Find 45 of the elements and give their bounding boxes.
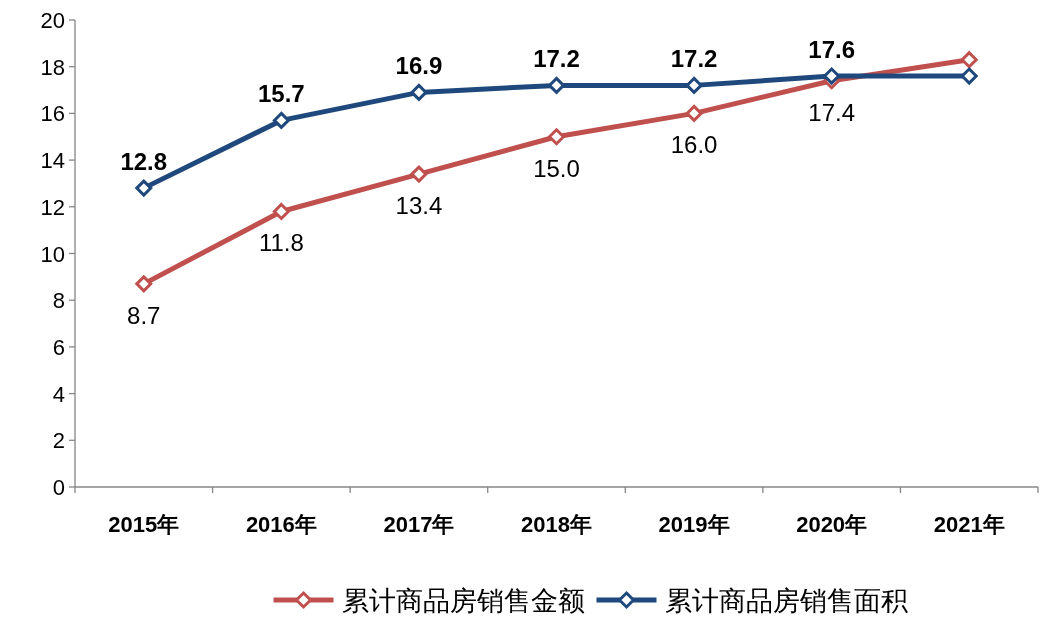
x-tick-label: 2018年 [521, 512, 592, 537]
y-tick-label: 18 [40, 54, 65, 80]
x-tick-label: 2021年 [933, 512, 1005, 537]
point [135, 179, 153, 197]
data-label: 12.8 [120, 148, 168, 176]
legend-label: 累计商品房销售面积 [664, 586, 908, 616]
x-tick-label: 2020年 [796, 512, 868, 537]
y-tick-label: 6 [52, 334, 65, 360]
y-tick-label: 16 [40, 101, 65, 127]
data-label: 17.2 [670, 45, 718, 73]
data-label: 16.0 [670, 131, 718, 159]
data-label: 16.9 [395, 52, 443, 80]
data-label: 15.7 [258, 80, 305, 108]
point [135, 275, 153, 293]
y-tick-label: 0 [52, 475, 65, 500]
y-tick-label: 14 [40, 148, 65, 174]
point [272, 111, 290, 129]
x-tick-label: 2017年 [383, 512, 455, 537]
data-label: 13.4 [395, 192, 443, 220]
data-label: 17.6 [808, 36, 855, 64]
data-label: 11.8 [258, 229, 304, 257]
point [410, 83, 428, 101]
legend-label: 累计商品房销售金额 [341, 586, 585, 616]
point [685, 104, 703, 122]
x-tick-label: 2016年 [245, 512, 317, 537]
x-tick-label: 2015年 [108, 512, 180, 537]
point [823, 67, 841, 85]
point [685, 76, 703, 94]
y-tick-label: 4 [52, 381, 65, 407]
point [548, 76, 565, 94]
point [960, 67, 978, 85]
y-tick-label: 2 [52, 428, 65, 454]
y-tick-label: 20 [40, 8, 65, 33]
y-tick-label: 10 [40, 241, 65, 267]
data-label: 17.2 [533, 45, 580, 73]
point [272, 202, 290, 220]
data-label: 17.4 [808, 98, 855, 126]
point [960, 51, 978, 69]
data-label: 15.0 [533, 154, 580, 182]
data-label: 8.7 [127, 301, 161, 329]
x-tick-label: 2019年 [658, 512, 730, 537]
y-tick-label: 8 [52, 288, 65, 314]
point [548, 128, 565, 146]
y-tick-label: 12 [40, 194, 65, 220]
point [410, 165, 428, 183]
